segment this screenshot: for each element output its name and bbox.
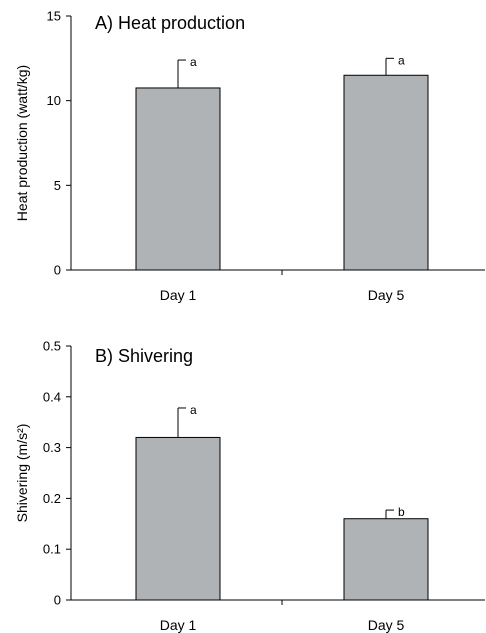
bar — [344, 519, 428, 600]
y-tick-label: 0.2 — [43, 491, 61, 506]
significance-label: a — [190, 55, 197, 69]
y-tick-label: 0.3 — [43, 440, 61, 455]
y-tick-label: 10 — [47, 93, 61, 108]
panel-heat-production: A) Heat production Heat production (watt… — [14, 9, 485, 304]
category-label: Day 1 — [160, 287, 197, 303]
category-label: Day 1 — [160, 617, 197, 633]
y-tick-label: 0.5 — [43, 339, 61, 354]
significance-label: b — [398, 505, 405, 519]
panel-title: A) Heat production — [95, 13, 245, 33]
significance-label: a — [398, 53, 405, 67]
y-tick-label: 0.1 — [43, 542, 61, 557]
panel-shivering: B) Shivering Shivering (m/s²) 0 0.1 0.2 0.3… — [14, 339, 485, 633]
y-tick-label: 0 — [54, 263, 61, 278]
category-label: Day 5 — [368, 617, 405, 633]
y-tick-label: 0 — [54, 593, 61, 608]
y-tick-label: 5 — [54, 178, 61, 193]
y-tick-label: 0.4 — [43, 389, 61, 404]
y-axis-title: Heat production (watt/kg) — [14, 65, 30, 221]
significance-label: a — [190, 403, 197, 417]
bar — [136, 88, 220, 270]
panel-title: B) Shivering — [95, 346, 193, 366]
y-axis-title: Shivering (m/s²) — [14, 424, 30, 523]
y-tick-label: 15 — [47, 9, 61, 24]
bars: a Day 1 b Day 5 — [136, 403, 428, 633]
bar — [344, 75, 428, 270]
category-label: Day 5 — [368, 287, 405, 303]
bars: a Day 1 a Day 5 — [136, 53, 428, 303]
bar — [136, 437, 220, 600]
